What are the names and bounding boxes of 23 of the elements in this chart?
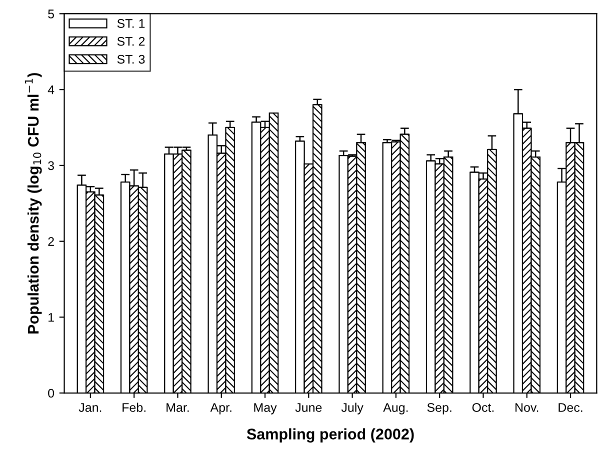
x-tick-label: Aug. [383, 403, 408, 414]
y-tick-label: 3 [48, 161, 54, 170]
legend-label: ST. 2 [117, 36, 145, 46]
x-tick-label: May [254, 403, 277, 414]
x-tick-label: Oct. [472, 403, 494, 412]
y-axis-title: Population density (log$_{10}$ CFU ml$^{−1}$) [24, 73, 42, 334]
y-tick-label: 2 [48, 237, 54, 246]
y-tick-label: 5 [48, 10, 54, 18]
x-tick-label: Jan. [78, 403, 102, 412]
legend-label: ST. 3 [117, 54, 145, 64]
x-tick-label: Nov. [516, 403, 538, 412]
x-tick-label: June [295, 403, 322, 412]
x-tick-label: Feb. [122, 402, 146, 412]
x-tick-label: July [341, 402, 364, 414]
x-tick-label: Sep. [427, 403, 452, 414]
x-tick-label: Apr. [210, 403, 232, 414]
x-axis-title: Sampling period (2002) [246, 428, 414, 443]
y-tick-label: 0 [48, 388, 54, 398]
x-tick-label: Mar. [166, 403, 189, 412]
y-tick-label: 4 [48, 86, 54, 94]
y-tick-label: 1 [48, 313, 54, 322]
legend-label: ST. 1 [117, 19, 145, 28]
x-tick-label: Dec. [558, 403, 582, 412]
